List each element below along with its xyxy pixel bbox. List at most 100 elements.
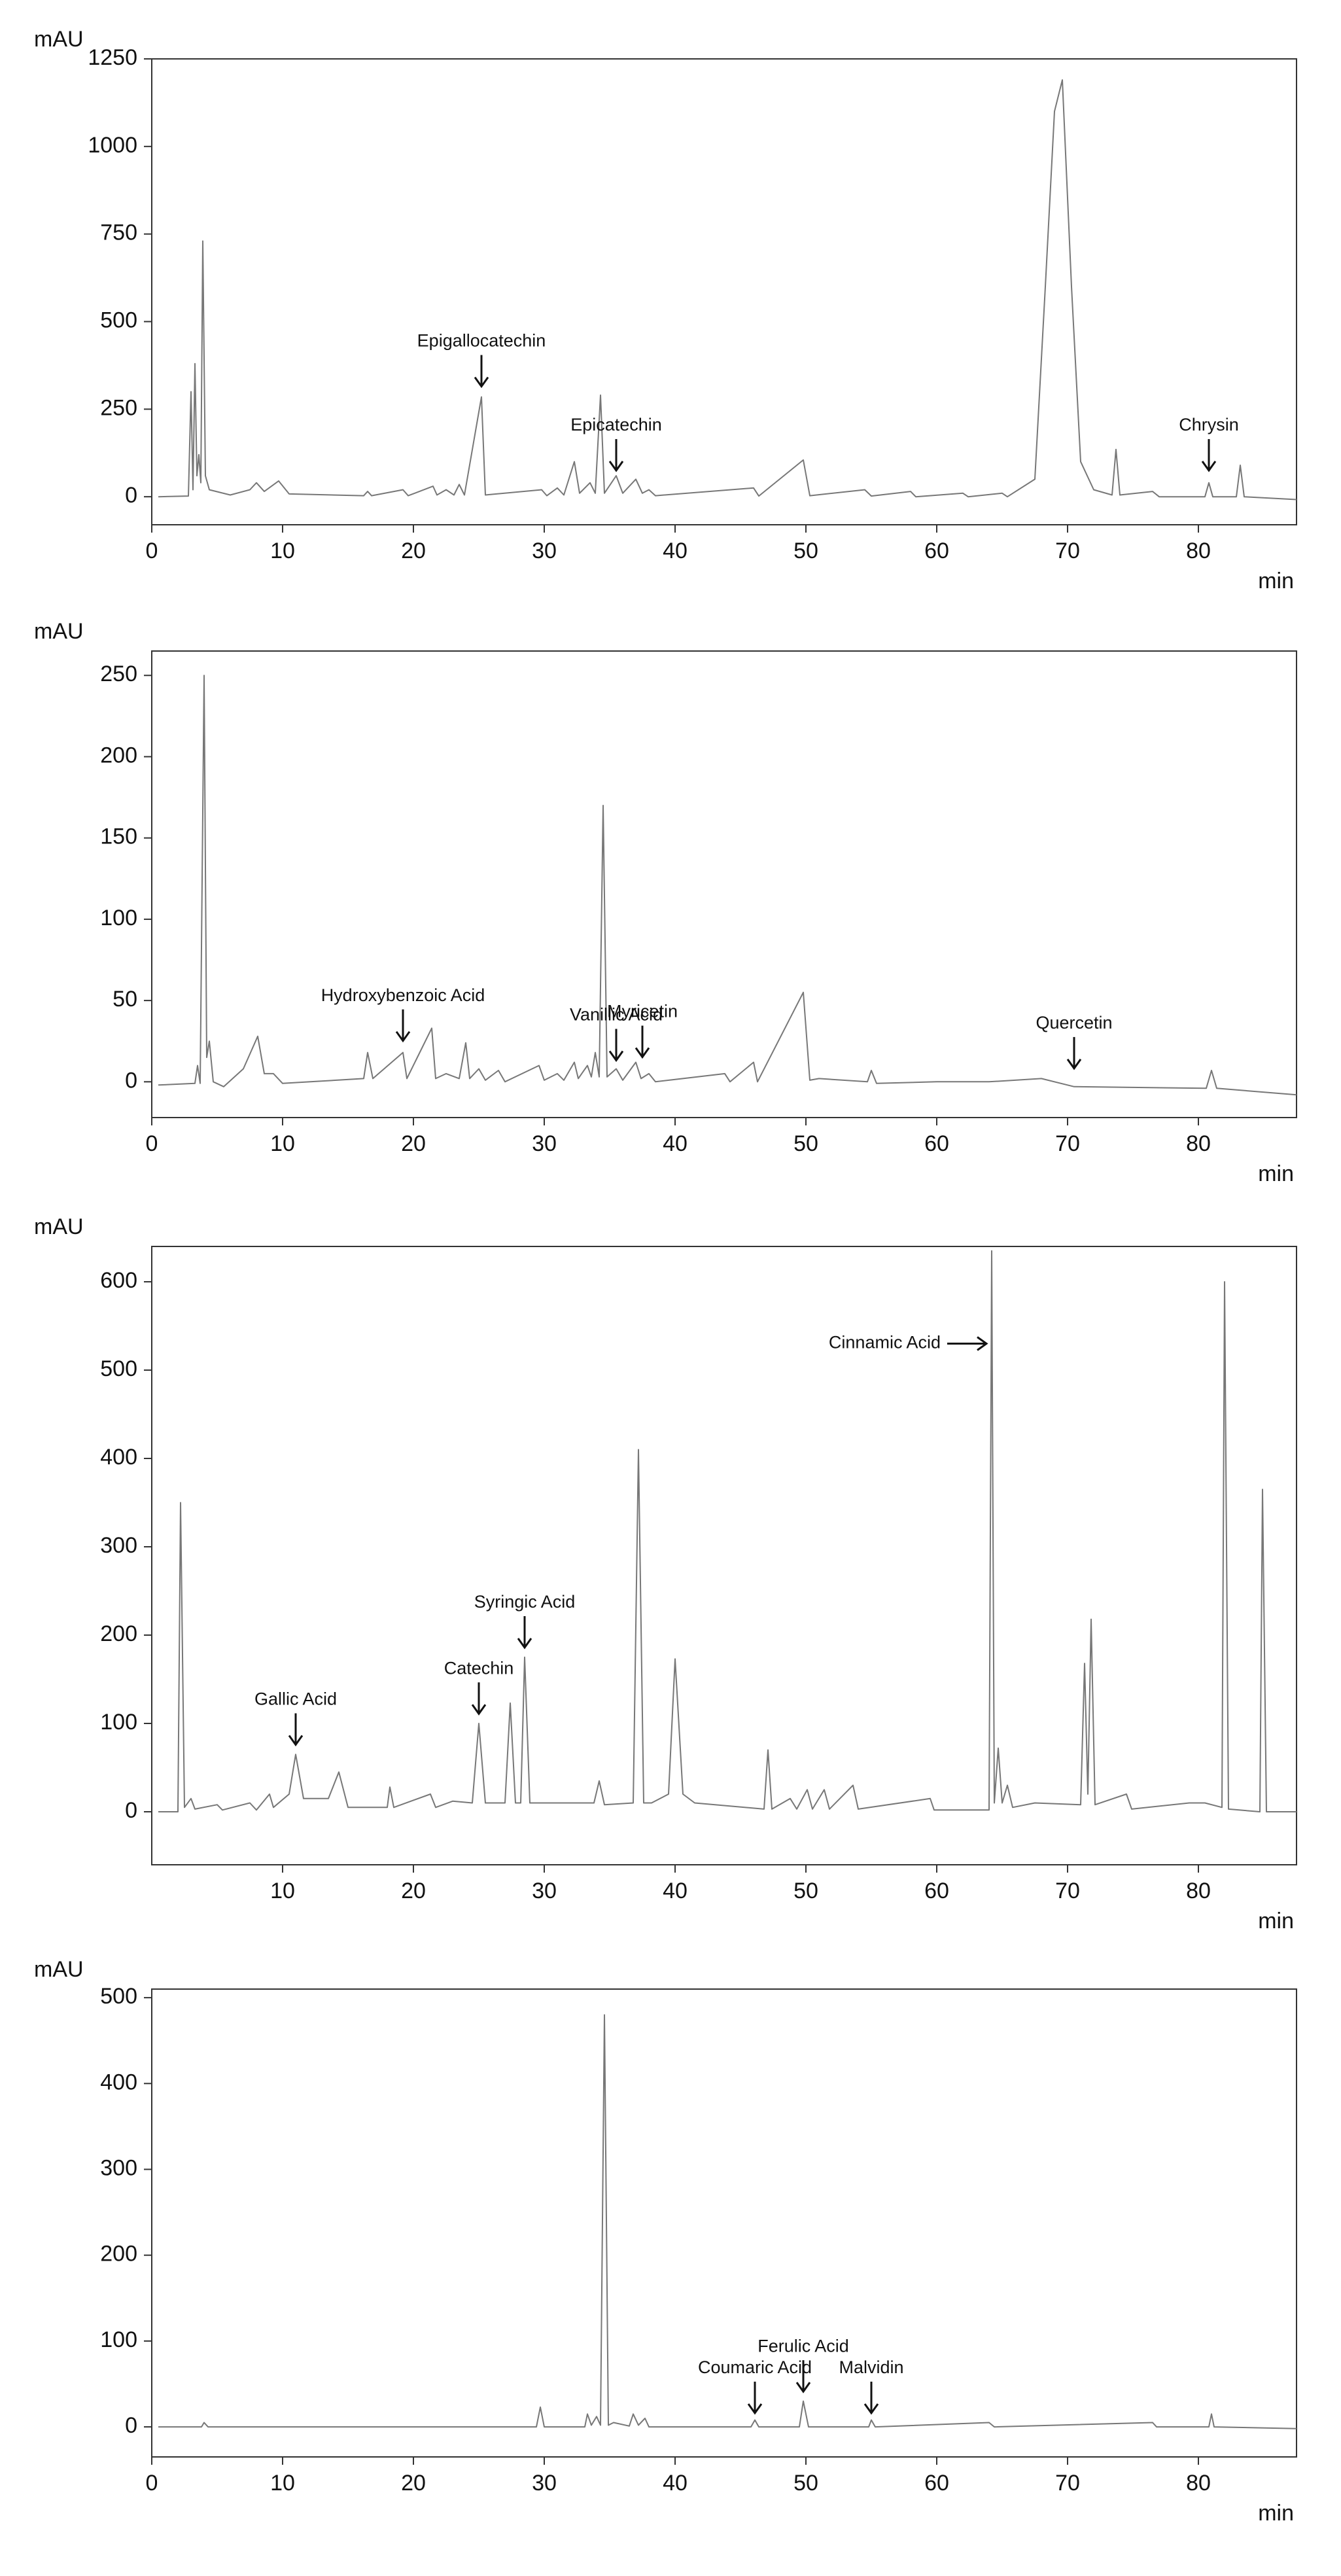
plot-frame xyxy=(151,1246,1297,1865)
trace-line xyxy=(158,1250,1297,1812)
x-tick-label: 80 xyxy=(1186,1879,1211,1903)
arrow-head xyxy=(635,1047,650,1059)
x-tick-label: 50 xyxy=(793,538,818,563)
x-tick-label: 50 xyxy=(793,2471,818,2496)
x-tick-label: 50 xyxy=(793,1879,818,1903)
x-tick-label: 30 xyxy=(532,2471,557,2496)
y-tick-label: 200 xyxy=(100,743,137,768)
x-tick-label: 30 xyxy=(532,1879,557,1903)
arrow-head xyxy=(608,1050,624,1063)
y-axis-label: mAU xyxy=(34,1957,84,1982)
x-tick-label: 70 xyxy=(1055,1879,1080,1903)
y-tick-label: 0 xyxy=(125,2413,137,2438)
x-axis-label: min xyxy=(1258,569,1294,593)
y-axis-label: mAU xyxy=(34,1214,84,1239)
annotation-label: Myricetin xyxy=(607,1002,678,1021)
y-tick-label: 250 xyxy=(100,662,137,686)
x-tick-label: 40 xyxy=(663,1131,688,1156)
x-tick-label: 60 xyxy=(924,1879,949,1903)
y-tick-label: 100 xyxy=(100,906,137,930)
y-tick-label: 750 xyxy=(100,221,137,245)
x-tick-label: 70 xyxy=(1055,2471,1080,2496)
trace-line xyxy=(158,675,1297,1096)
annotation-label: Vanillic Acid xyxy=(570,1005,663,1025)
x-tick-label: 60 xyxy=(924,1131,949,1156)
y-tick-label: 0 xyxy=(125,483,137,508)
x-tick-label: 80 xyxy=(1186,1131,1211,1156)
arrow-head xyxy=(747,2403,763,2415)
annotation-label: Ferulic Acid xyxy=(758,2336,849,2355)
arrow-head xyxy=(395,1031,411,1043)
y-tick-label: 500 xyxy=(100,1356,137,1381)
arrow-head xyxy=(863,2403,879,2415)
x-tick-label: 0 xyxy=(146,1131,158,1156)
annotation-label: Malvidin xyxy=(839,2357,903,2377)
annotation-label: Coumaric Acid xyxy=(698,2357,812,2377)
arrow-head xyxy=(1201,461,1217,472)
arrow-head xyxy=(977,1336,988,1351)
x-tick-label: 70 xyxy=(1055,538,1080,563)
x-tick-label: 80 xyxy=(1186,538,1211,563)
y-tick-label: 0 xyxy=(125,1798,137,1823)
x-tick-label: 20 xyxy=(401,538,426,563)
x-tick-label: 10 xyxy=(270,1879,295,1903)
y-tick-label: 300 xyxy=(100,2155,137,2180)
trace-line xyxy=(158,79,1297,501)
plot-frame xyxy=(151,58,1297,525)
y-tick-label: 500 xyxy=(100,1984,137,2009)
x-tick-label: 60 xyxy=(924,2471,949,2496)
y-tick-label: 250 xyxy=(100,395,137,420)
x-tick-label: 20 xyxy=(401,2471,426,2496)
annotation-label: Syringic Acid xyxy=(474,1592,576,1612)
annotation-label: Cinnamic Acid xyxy=(829,1333,941,1352)
y-axis-label: mAU xyxy=(34,619,84,644)
y-tick-label: 600 xyxy=(100,1268,137,1293)
x-tick-label: 10 xyxy=(270,1131,295,1156)
x-tick-label: 20 xyxy=(401,1879,426,1903)
annotation-label: Epicatechin xyxy=(570,415,662,434)
y-tick-label: 1000 xyxy=(88,133,137,158)
y-tick-label: 50 xyxy=(113,987,137,1012)
x-tick-label: 60 xyxy=(924,538,949,563)
arrow-head xyxy=(474,376,489,389)
x-axis-label: min xyxy=(1258,1161,1294,1186)
x-tick-label: 10 xyxy=(270,2471,295,2496)
arrow-head xyxy=(288,1735,304,1747)
trace-line xyxy=(158,2014,1297,2429)
x-tick-label: 30 xyxy=(532,1131,557,1156)
y-tick-label: 150 xyxy=(100,824,137,849)
x-tick-label: 40 xyxy=(663,2471,688,2496)
x-axis-label: min xyxy=(1258,2501,1294,2526)
arrow-head xyxy=(795,2382,811,2393)
annotation-label: Gallic Acid xyxy=(254,1689,337,1709)
x-tick-label: 30 xyxy=(532,538,557,563)
y-tick-label: 100 xyxy=(100,2327,137,2352)
arrow-head xyxy=(1066,1059,1082,1070)
x-tick-label: 0 xyxy=(146,538,158,563)
x-axis-label: min xyxy=(1258,1909,1294,1933)
annotation-label: Chrysin xyxy=(1179,415,1239,434)
x-tick-label: 20 xyxy=(401,1131,426,1156)
x-tick-label: 40 xyxy=(663,538,688,563)
y-tick-label: 500 xyxy=(100,308,137,332)
x-tick-label: 80 xyxy=(1186,2471,1211,2496)
x-tick-label: 40 xyxy=(663,1879,688,1903)
y-tick-label: 200 xyxy=(100,1621,137,1646)
x-tick-label: 50 xyxy=(793,1131,818,1156)
arrow-head xyxy=(517,1638,532,1650)
plot-frame xyxy=(151,650,1297,1118)
annotation-label: Hydroxybenzoic Acid xyxy=(321,985,485,1005)
y-tick-label: 300 xyxy=(100,1533,137,1558)
x-tick-label: 10 xyxy=(270,538,295,563)
annotation-label: Quercetin xyxy=(1036,1013,1112,1032)
y-axis-label: mAU xyxy=(34,27,84,52)
y-tick-label: 1250 xyxy=(88,45,137,70)
plot-frame xyxy=(151,1988,1297,2458)
y-tick-label: 100 xyxy=(100,1710,137,1735)
arrow-head xyxy=(608,461,624,472)
y-tick-label: 0 xyxy=(125,1068,137,1093)
y-tick-label: 200 xyxy=(100,2242,137,2267)
arrow-head xyxy=(471,1704,487,1716)
y-tick-label: 400 xyxy=(100,1445,137,1470)
